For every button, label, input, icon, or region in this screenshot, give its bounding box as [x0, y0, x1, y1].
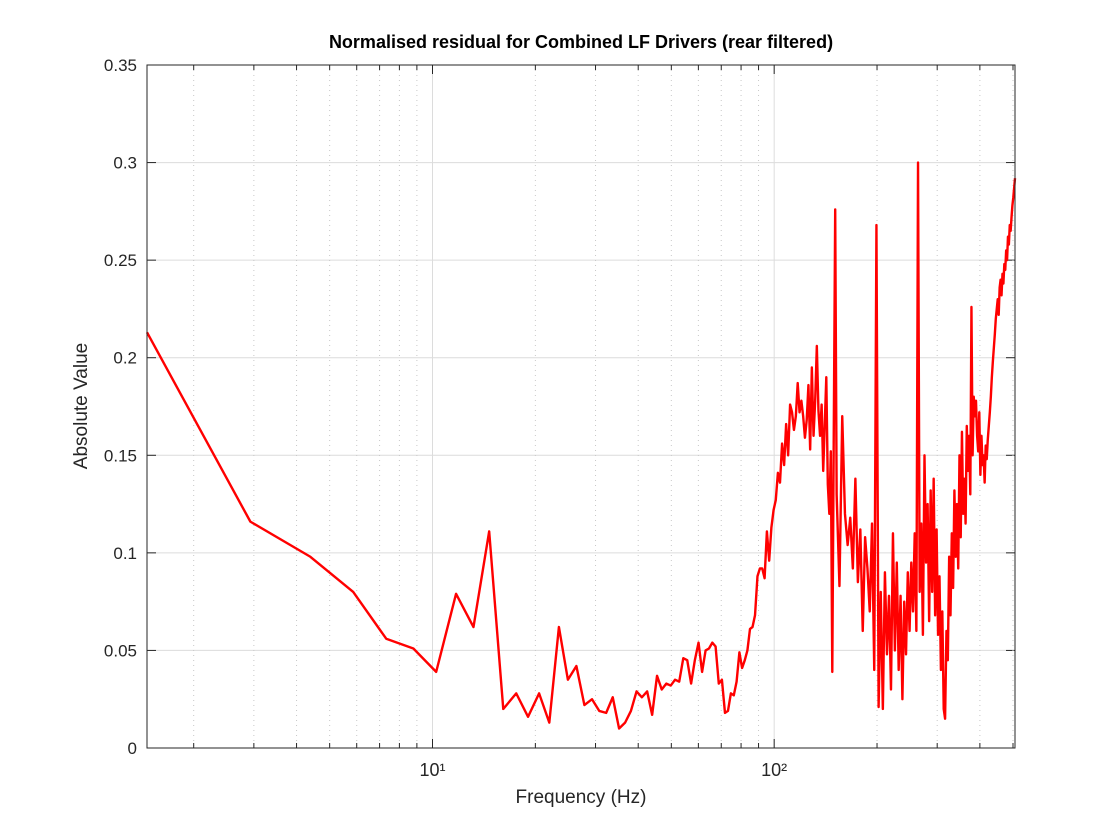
plot-area	[147, 65, 1015, 748]
axes-box	[146, 64, 1016, 749]
x-tick-label: 10²	[761, 760, 787, 780]
y-tick-label: 0.3	[113, 154, 137, 173]
y-tick-label: 0.35	[104, 56, 137, 75]
y-tick-label: 0.2	[113, 349, 137, 368]
x-axis-label: Frequency (Hz)	[516, 787, 647, 808]
y-tick-label: 0.15	[104, 446, 137, 465]
tick-labels: 0 0.05 0.1 0.15 0.2 0.25 0.3 0.35 10¹ 10²	[104, 56, 787, 780]
marks	[145, 161, 1017, 730]
x-tick-label: 10¹	[420, 760, 446, 780]
y-tick-label: 0.1	[113, 544, 137, 563]
data-line	[145, 161, 1017, 730]
y-tick-label: 0	[128, 739, 137, 758]
y-tick-label: 0.05	[104, 641, 137, 660]
y-tick-label: 0.25	[104, 251, 137, 270]
chart-title: Normalised residual for Combined LF Driv…	[329, 32, 833, 52]
y-axis-label: Absolute Value	[71, 343, 92, 469]
